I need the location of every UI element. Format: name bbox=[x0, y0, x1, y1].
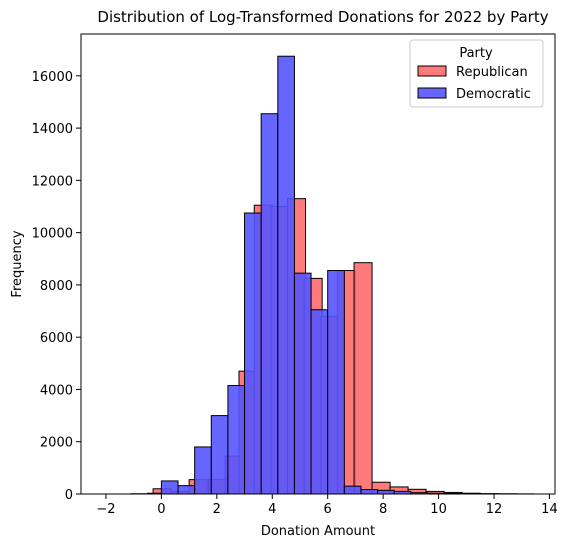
democratic-bar-12 bbox=[327, 270, 345, 495]
y-tick-label: 16000 bbox=[32, 70, 73, 85]
x-tick-label: 8 bbox=[379, 502, 387, 517]
plot-area bbox=[130, 55, 535, 495]
democratic-bar-3 bbox=[177, 485, 196, 495]
y-tick-label: 12000 bbox=[32, 174, 73, 189]
x-tick-label: 14 bbox=[541, 502, 558, 517]
y-tick-label: 10000 bbox=[32, 227, 73, 242]
democratic-bar-5 bbox=[210, 415, 229, 495]
democratic-bar-10 bbox=[293, 272, 312, 495]
x-tick-label: 12 bbox=[486, 502, 503, 517]
y-tick-label: 8000 bbox=[40, 279, 73, 294]
democratic-bar-15 bbox=[377, 489, 395, 495]
democratic-bar-9 bbox=[277, 55, 295, 495]
x-tick-label: 10 bbox=[430, 502, 447, 517]
democratic-bar-4 bbox=[194, 446, 212, 495]
y-tick-label: 6000 bbox=[40, 331, 73, 346]
legend-label-republican: Republican bbox=[456, 65, 528, 80]
y-axis-ticks: 0 2000 4000 6000 8000 10000 12000 14000 16000 bbox=[32, 70, 81, 503]
axes-frame bbox=[80, 33, 556, 495]
x-tick-label: −2 bbox=[96, 502, 115, 517]
x-tick-label: 2 bbox=[213, 502, 221, 517]
x-tick-label: 4 bbox=[268, 502, 276, 517]
y-tick-label: 2000 bbox=[40, 436, 73, 451]
x-axis-label: Donation Amount bbox=[261, 524, 375, 539]
x-tick-label: 6 bbox=[324, 502, 332, 517]
x-tick-label: 0 bbox=[157, 502, 165, 517]
y-tick-label: 0 bbox=[65, 488, 73, 503]
democratic-bar-7 bbox=[244, 212, 262, 495]
y-tick-label: 4000 bbox=[40, 383, 73, 398]
republican-bar-15 bbox=[353, 262, 373, 495]
y-tick-label: 14000 bbox=[32, 122, 73, 137]
y-axis-label: Frequency bbox=[10, 230, 25, 297]
democratic-bar-14 bbox=[360, 489, 379, 495]
democratic-bar-2 bbox=[160, 480, 179, 495]
legend-swatch-republican bbox=[417, 65, 447, 77]
democratic-bar-8 bbox=[260, 113, 279, 495]
democratic-bars bbox=[130, 55, 495, 495]
democratic-bar-11 bbox=[310, 309, 329, 495]
chart-title: Distribution of Log-Transformed Donation… bbox=[97, 8, 548, 26]
legend-swatch-democratic bbox=[417, 87, 447, 99]
legend-title: Party bbox=[459, 46, 493, 61]
legend: Party Republican Democratic bbox=[409, 39, 544, 108]
x-axis-ticks: −2 0 2 4 6 8 10 12 14 bbox=[96, 494, 558, 517]
legend-label-democratic: Democratic bbox=[456, 87, 531, 102]
democratic-bar-13 bbox=[343, 485, 362, 495]
democratic-bar-6 bbox=[227, 385, 246, 495]
